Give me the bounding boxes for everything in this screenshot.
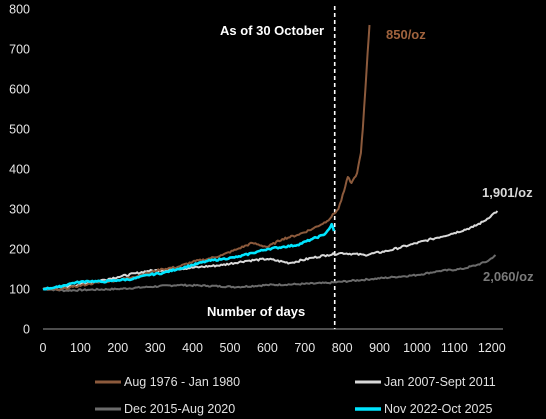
series-end-label-2007: 1,901/oz xyxy=(482,185,533,200)
x-tick-label: 1100 xyxy=(441,341,468,355)
y-tick-label: 800 xyxy=(9,3,30,17)
x-tick-label: 0 xyxy=(40,341,47,355)
x-axis-note: Number of days xyxy=(207,304,305,319)
x-tick-label: 200 xyxy=(107,341,128,355)
series-line-2 xyxy=(42,254,497,293)
legend-item-1976: Aug 1976 - Jan 1980 xyxy=(95,375,240,389)
y-axis-ticks: 0 100 200 300 400 500 600 700 800 xyxy=(9,3,30,337)
series-line-0 xyxy=(42,24,371,291)
legend-item-2007: Jan 2007-Sept 2011 xyxy=(355,375,496,389)
legend: Aug 1976 - Jan 1980 Jan 2007-Sept 2011 D… xyxy=(95,375,496,416)
x-tick-label: 700 xyxy=(294,341,315,355)
y-tick-label: 400 xyxy=(9,163,30,177)
y-tick-label: 700 xyxy=(9,43,30,57)
series-end-label-1976: 850/oz xyxy=(386,27,426,42)
legend-label-2007: Jan 2007-Sept 2011 xyxy=(384,375,496,389)
x-tick-label: 800 xyxy=(332,341,353,355)
y-tick-label: 600 xyxy=(9,83,30,97)
y-tick-label: 0 xyxy=(23,323,30,337)
legend-item-2022: Nov 2022-Oct 2025 xyxy=(355,402,492,416)
x-tick-label: 300 xyxy=(145,341,166,355)
x-tick-label: 900 xyxy=(369,341,390,355)
series-end-labels: 850/oz 1,901/oz 2,060/oz xyxy=(386,27,534,284)
y-tick-label: 200 xyxy=(9,243,30,257)
series-line-3 xyxy=(42,222,336,291)
legend-item-2015: Dec 2015-Aug 2020 xyxy=(95,402,235,416)
x-tick-label: 500 xyxy=(220,341,241,355)
x-tick-label: 600 xyxy=(257,341,278,355)
series-end-label-2015: 2,060/oz xyxy=(483,269,534,284)
x-tick-label: 400 xyxy=(182,341,203,355)
as-of-annotation: As of 30 October xyxy=(220,23,324,38)
axes: 0 100 200 300 400 500 600 700 800 0 100 200 300 400 5… xyxy=(9,3,506,356)
legend-label-1976: Aug 1976 - Jan 1980 xyxy=(124,375,240,389)
x-tick-label: 1200 xyxy=(478,341,506,355)
x-axis-ticks: 0 100 200 300 400 500 600 700 800 900 1000 1100 1200 xyxy=(40,341,506,355)
series-lines xyxy=(42,24,499,293)
legend-label-2022: Nov 2022-Oct 2025 xyxy=(384,402,492,416)
x-tick-label: 1000 xyxy=(403,341,431,355)
series-line-1 xyxy=(42,210,499,290)
y-tick-label: 300 xyxy=(9,203,30,217)
y-tick-label: 100 xyxy=(9,283,30,297)
y-tick-label: 500 xyxy=(9,123,30,137)
legend-label-2015: Dec 2015-Aug 2020 xyxy=(124,402,235,416)
x-tick-label: 100 xyxy=(70,341,91,355)
